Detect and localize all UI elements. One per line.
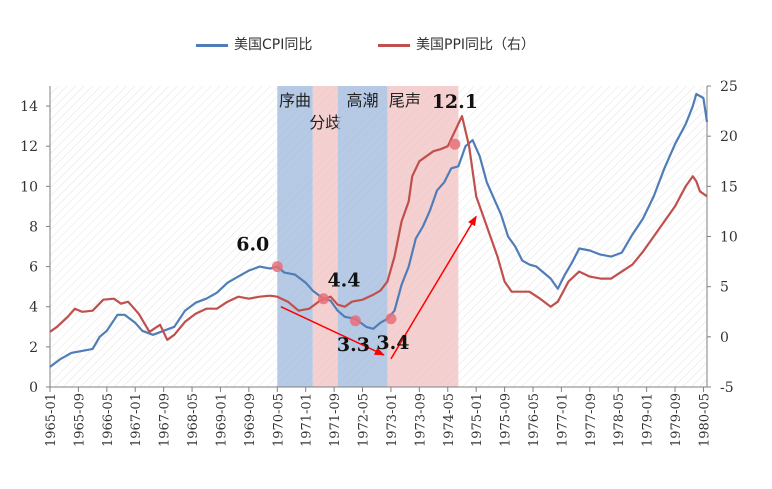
x-tick-label-15: 1975-01 [470, 393, 485, 447]
x-tick-label-4: 1967-09 [158, 393, 173, 447]
x-tick-label-13: 1973-09 [413, 393, 428, 447]
x-tick-label-1: 1965-09 [72, 393, 87, 447]
x-tick-label-11: 1972-05 [357, 393, 372, 447]
x-tick-label-18: 1977-01 [555, 393, 570, 447]
band-label-4: 尾声 [389, 91, 421, 110]
y-right-tick-label-0: -5 [720, 380, 734, 396]
y-left-tick-label-5: 10 [20, 179, 38, 195]
x-tick-label-5: 1968-05 [186, 393, 201, 447]
annotations: 6.0 4.4 3.3 3.4 12.1 [236, 91, 478, 360]
highlight-marker-2 [317, 293, 329, 305]
y-left-tick-label-3: 6 [29, 260, 38, 276]
band-1 [277, 86, 313, 387]
band-label-2: 分歧 [309, 113, 341, 132]
highlight-marker-5 [449, 138, 461, 150]
y-right-tick-label-5: 20 [720, 129, 738, 145]
x-tick-label-8: 1970-05 [271, 393, 286, 447]
band-2 [312, 86, 338, 387]
x-tick-label-9: 1971-01 [300, 393, 315, 447]
x-tick-label-20: 1978-05 [612, 393, 627, 447]
x-tick-label-16: 1975-09 [499, 393, 514, 447]
x-tick-label-22: 1979-09 [669, 393, 684, 447]
y-right-tick-label-2: 5 [720, 280, 729, 296]
series-lines [49, 92, 709, 368]
y-right-tick-label-4: 15 [720, 179, 738, 195]
legend-label-cpi: 美国CPI同比 [234, 37, 313, 53]
legend: 美国CPI同比 美国PPI同比（右） [0, 36, 772, 56]
cpi-series-line [49, 92, 709, 368]
y-right-tick-label-1: 0 [720, 330, 729, 346]
ppi-series-line [49, 115, 708, 341]
highlight-label-3: 3.3 [337, 334, 370, 356]
x-tick-label-19: 1977-09 [584, 393, 599, 447]
legend-swatch-ppi [378, 44, 410, 47]
legend-swatch-cpi [196, 44, 228, 47]
y-left-tick-label-2: 4 [29, 300, 38, 316]
x-tick-label-17: 1976-05 [527, 393, 542, 447]
y-left-tick-label-1: 2 [29, 340, 38, 356]
band-label-3: 高潮 [347, 91, 379, 110]
highlight-label-4: 3.4 [376, 332, 409, 354]
y-right-tick-label-3: 10 [720, 230, 738, 246]
highlight-label-2: 4.4 [327, 270, 360, 292]
x-tick-label-14: 1974-05 [442, 393, 457, 447]
x-tick-label-2: 1966-05 [101, 393, 116, 447]
y-left-tick-label-0: 0 [29, 380, 38, 396]
x-tick-label-7: 1969-09 [243, 393, 258, 447]
band-label-1: 序曲 [279, 91, 311, 110]
y-right-tick-label-6: 25 [720, 79, 738, 95]
x-tick-label-10: 1971-09 [328, 393, 343, 447]
highlight-label-1: 6.0 [236, 234, 269, 256]
y-left-tick-label-7: 14 [20, 99, 38, 115]
trend-arrow-2 [390, 215, 477, 360]
x-tick-label-12: 1973-01 [385, 393, 400, 447]
highlight-marker-3 [349, 315, 361, 327]
highlight-marker-4 [385, 313, 397, 325]
highlight-label-5: 12.1 [432, 91, 478, 113]
x-tick-label-0: 1965-01 [44, 393, 59, 447]
x-tick-label-21: 1979-01 [641, 393, 656, 447]
axes: 0 2 4 6 8 10 12 14 -5 0 5 10 15 20 25 1965-01 1965-09 196… [20, 79, 738, 447]
highlight-marker-1 [271, 261, 283, 273]
x-tick-label-23: 1980-05 [697, 393, 712, 447]
x-tick-label-3: 1967-01 [129, 393, 144, 447]
legend-label-ppi: 美国PPI同比（右） [416, 37, 536, 53]
y-left-tick-label-6: 12 [20, 139, 38, 155]
trend-arrow-1 [280, 306, 385, 356]
x-tick-label-6: 1969-01 [214, 393, 229, 447]
y-left-tick-label-4: 8 [29, 219, 38, 235]
